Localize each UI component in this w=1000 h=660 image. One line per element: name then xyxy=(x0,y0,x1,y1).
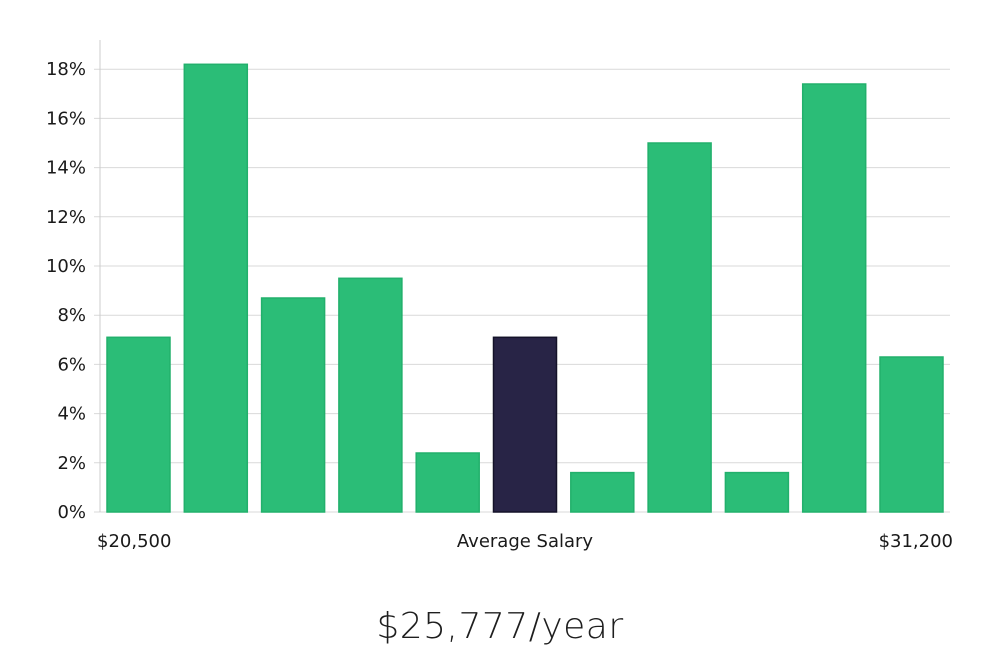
y-tick-label: 14% xyxy=(46,158,86,179)
bar xyxy=(183,63,249,513)
bar xyxy=(338,277,403,513)
y-tick-label: 12% xyxy=(46,207,86,228)
bar-average-salary xyxy=(492,336,558,513)
y-tick-label: 0% xyxy=(57,502,86,523)
average-salary-value: $25,777/year xyxy=(376,606,624,647)
y-tick-label: 8% xyxy=(57,305,86,326)
y-axis: 0% 2% 4% 6% 8% 10% 12% 14% 16% 18% xyxy=(46,40,101,523)
salary-distribution-chart: 0% 2% 4% 6% 8% 10% 12% 14% 16% 18% $20,500 Averag… xyxy=(46,40,953,552)
bar xyxy=(724,471,790,513)
x-label-max: $31,200 xyxy=(879,531,953,552)
bar xyxy=(879,356,944,513)
y-tick-label: 6% xyxy=(57,354,86,375)
bar xyxy=(106,336,171,513)
bar xyxy=(647,142,712,513)
bar xyxy=(801,83,867,513)
bar xyxy=(260,297,326,513)
x-axis-labels: $20,500 Average Salary $31,200 xyxy=(97,531,953,552)
y-tick-label: 10% xyxy=(46,256,86,277)
y-tick-label: 2% xyxy=(57,453,86,474)
bar xyxy=(570,471,635,513)
x-label-min: $20,500 xyxy=(97,531,171,552)
x-label-average-salary: Average Salary xyxy=(457,531,594,552)
y-tick-label: 18% xyxy=(46,59,86,80)
y-tick-label: 4% xyxy=(57,404,86,425)
bars xyxy=(106,63,944,513)
y-tick-label: 16% xyxy=(46,108,86,129)
bar xyxy=(415,452,480,513)
